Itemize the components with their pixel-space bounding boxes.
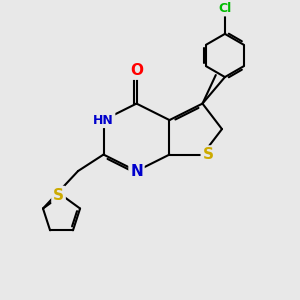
Text: S: S: [53, 188, 64, 202]
Text: S: S: [202, 147, 213, 162]
Text: HN: HN: [93, 114, 114, 127]
Text: O: O: [130, 63, 143, 78]
Text: N: N: [130, 164, 143, 178]
Text: Cl: Cl: [218, 2, 232, 15]
